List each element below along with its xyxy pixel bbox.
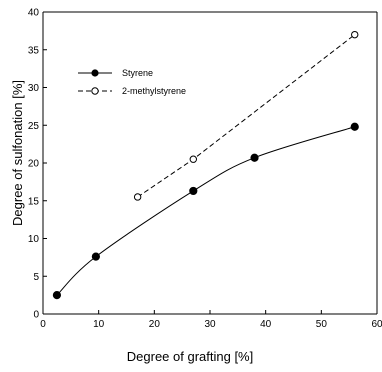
x-tick-label: 20 xyxy=(149,319,161,330)
axes xyxy=(42,11,378,315)
legend: Styrene 2-methylstyrene xyxy=(78,68,186,96)
data-point xyxy=(189,155,198,163)
x-tick-label: 40 xyxy=(260,319,272,330)
series-2 xyxy=(133,30,359,201)
y-tick-label: 15 xyxy=(28,196,40,207)
series-line xyxy=(56,126,355,296)
y-tick-label: 5 xyxy=(33,272,39,283)
data-point xyxy=(133,193,142,201)
legend-marker xyxy=(91,87,99,95)
x-tick-label: 60 xyxy=(371,319,382,330)
legend-label: 2-methylstyrene xyxy=(122,86,186,96)
x-tick-label: 50 xyxy=(316,319,328,330)
data-point xyxy=(91,252,100,261)
data-point xyxy=(189,186,198,196)
y-tick-label: 30 xyxy=(28,83,40,94)
data-point xyxy=(250,153,259,162)
y-tick-label: 10 xyxy=(28,234,40,245)
x-axis-label: Degree of grafting [%] xyxy=(127,349,253,364)
legend-label: Styrene xyxy=(122,68,153,78)
y-ticks: 0 5 10 15 20 25 30 35 40 xyxy=(28,8,47,321)
y-tick-label: 35 xyxy=(28,45,40,56)
y-tick-label: 40 xyxy=(28,8,40,19)
legend-item: Styrene xyxy=(78,68,153,78)
legend-marker xyxy=(91,69,99,77)
series-line xyxy=(137,34,356,198)
legend-item: 2-methylstyrene xyxy=(78,86,186,96)
x-tick-label: 10 xyxy=(93,319,105,330)
data-point xyxy=(351,30,359,39)
y-axis-label: Degree of sulfonation [%] xyxy=(10,80,25,226)
x-tick-label: 30 xyxy=(204,319,216,330)
x-tick-label: 0 xyxy=(40,319,46,330)
y-tick-label: 20 xyxy=(28,159,40,170)
series-1 xyxy=(52,122,359,300)
series-layer xyxy=(52,30,359,300)
data-point xyxy=(52,291,62,300)
y-tick-label: 0 xyxy=(33,310,39,321)
data-point xyxy=(350,122,359,131)
y-tick-label: 25 xyxy=(28,121,40,132)
x-ticks: 0 10 20 30 40 50 60 xyxy=(40,310,382,330)
